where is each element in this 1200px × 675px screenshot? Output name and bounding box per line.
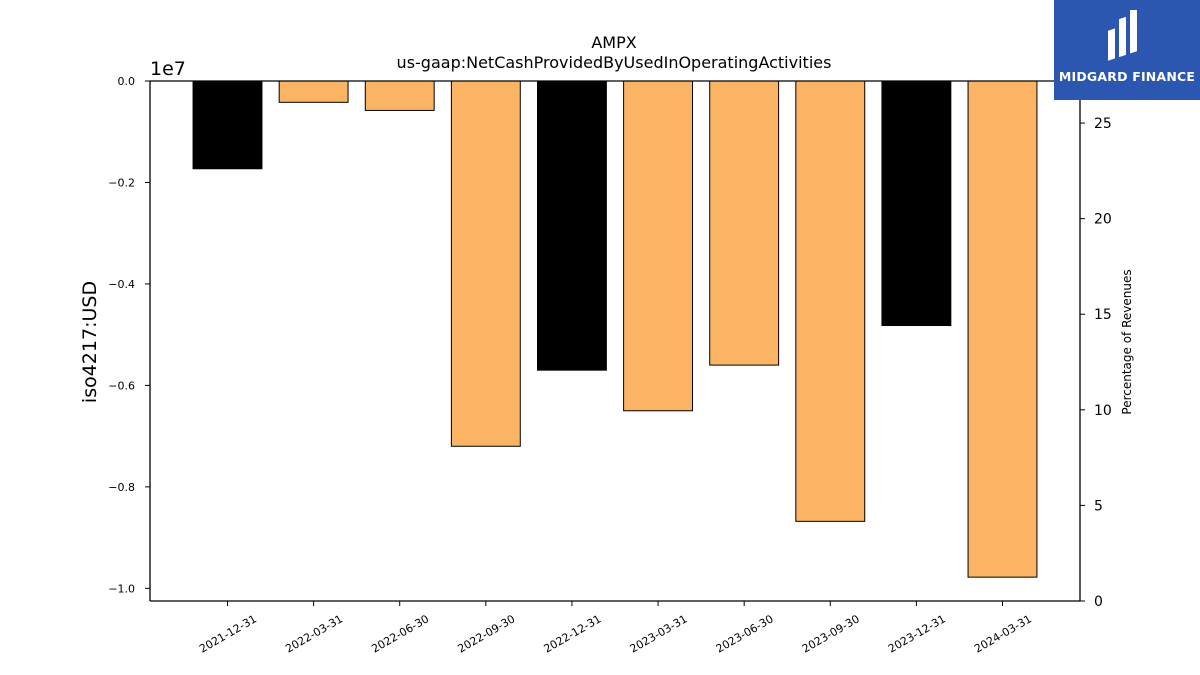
x-tick-label: 2023-12-31: [886, 612, 948, 655]
y2-tick-label: 0: [1094, 594, 1103, 610]
bar: [537, 80, 607, 371]
y2-tick-label: 15: [1094, 307, 1112, 323]
chart-title: AMPX: [591, 33, 636, 52]
y2-axis-label: Percentage of Revenues: [1120, 269, 1134, 414]
x-tick-label: 2022-06-30: [369, 612, 431, 655]
bar: [967, 80, 1038, 578]
y2-tick-label: 20: [1094, 212, 1112, 228]
y2-tick-label: 10: [1094, 403, 1112, 419]
chart-subtitle: us-gaap:NetCashProvidedByUsedInOperating…: [397, 53, 832, 72]
y2-tick-label: 25: [1094, 116, 1112, 132]
bars-group: [192, 80, 1038, 578]
y-tick-label: 0.0: [118, 75, 136, 88]
y-tick-label: −0.6: [108, 379, 135, 392]
brand-logo: MIDGARD FINANCE: [1054, 0, 1200, 100]
bar: [709, 80, 780, 366]
y-tick-label: −0.8: [108, 481, 135, 494]
x-tick-label: 2022-12-31: [542, 612, 604, 655]
bar: [278, 80, 349, 103]
bar: [364, 80, 435, 111]
y-tick-label: −0.4: [108, 278, 135, 291]
midgard-logo-icon: [1108, 10, 1137, 61]
x-tick-label: 2024-03-31: [972, 612, 1034, 655]
y-axis-offset-label: 1e7: [150, 58, 186, 80]
bar: [450, 80, 521, 447]
y-tick-label: −0.2: [108, 176, 135, 189]
x-tick-label: 2022-09-30: [455, 612, 517, 655]
x-tick-label: 2021-12-31: [197, 612, 259, 655]
x-tick-label: 2023-06-30: [714, 612, 776, 655]
x-tick-label: 2022-03-31: [283, 612, 345, 655]
bar: [795, 80, 866, 522]
x-tick-label: 2023-09-30: [800, 612, 862, 655]
y-tick-label: −1.0: [108, 582, 135, 595]
bar: [192, 80, 263, 170]
y2-tick-label: 5: [1094, 498, 1103, 514]
bar: [881, 80, 952, 327]
bar: [623, 80, 693, 412]
y-axis-label: iso4217:USD: [79, 281, 101, 403]
x-tick-label: 2023-03-31: [628, 612, 690, 655]
brand-name: MIDGARD FINANCE: [1058, 69, 1196, 84]
